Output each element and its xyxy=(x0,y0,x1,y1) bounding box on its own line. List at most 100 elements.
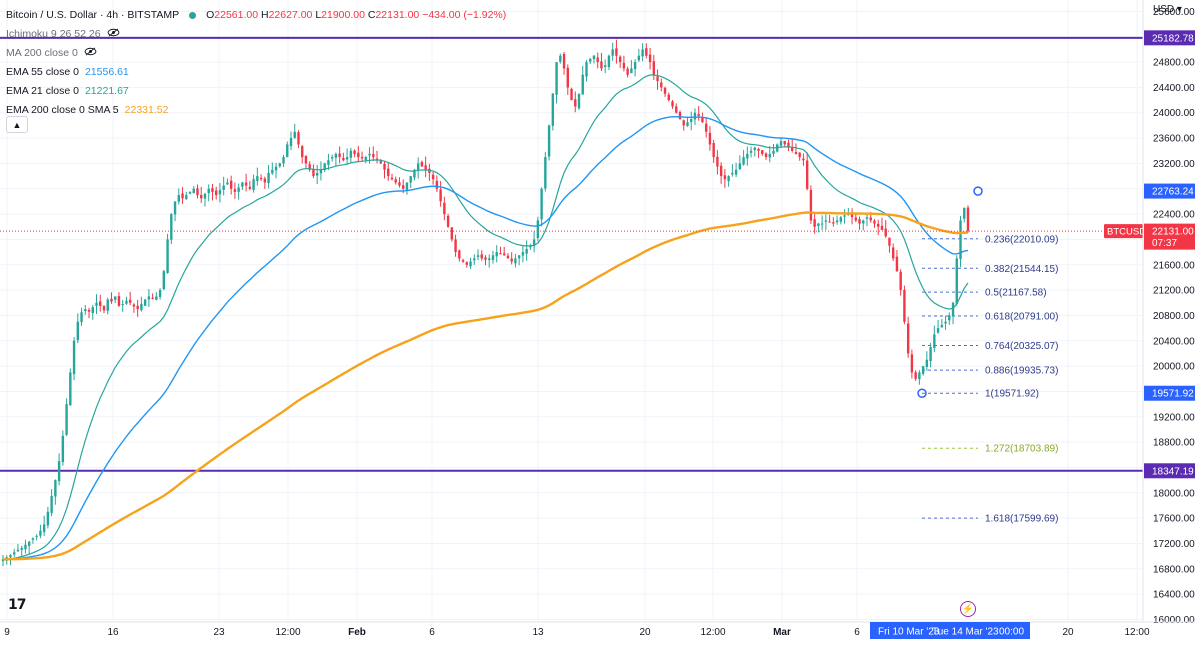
time-tick-label: Feb xyxy=(348,627,366,638)
candle xyxy=(671,101,674,107)
candle xyxy=(170,214,173,240)
candle xyxy=(574,99,577,107)
ema-lines xyxy=(2,74,969,561)
candle xyxy=(884,228,887,237)
range-time-label: 00:00 xyxy=(999,627,1024,638)
candle xyxy=(469,261,472,267)
candle xyxy=(753,147,757,151)
candle xyxy=(697,114,700,116)
candle xyxy=(802,158,805,161)
currency-selector[interactable]: USD ▾ xyxy=(1153,4,1182,15)
candle xyxy=(353,150,356,154)
time-tick-label: 12:00 xyxy=(700,627,725,638)
candle xyxy=(925,359,929,367)
time-axis[interactable]: 9 16 23 12:00 Feb 6 13 20 12:00 Mar 6 20 12:00 Fri 10… xyxy=(0,621,1195,645)
candle xyxy=(529,245,532,248)
horizontal-levels[interactable] xyxy=(0,36,1143,472)
candle xyxy=(24,544,27,550)
candle xyxy=(921,366,925,374)
eye-off-icon[interactable] xyxy=(84,44,97,63)
candle xyxy=(663,87,667,94)
indicator-name: EMA 55 close 0 xyxy=(6,66,79,78)
indicator-row[interactable]: EMA 21 close 0 21221.67 xyxy=(6,82,506,101)
candle xyxy=(899,271,902,291)
candle xyxy=(712,143,715,158)
fibonacci-retracement[interactable]: 0.236(22010.09) 0.382(21544.15) 0.5(21167.… xyxy=(917,186,1058,525)
axis-tag-text: 19571.92 xyxy=(1152,389,1194,400)
lightning-icon[interactable]: ⚡ xyxy=(960,601,976,617)
candle xyxy=(162,271,166,289)
candle xyxy=(196,188,199,196)
price-tick-label: 21600.00 xyxy=(1153,260,1195,271)
time-tick-label: 13 xyxy=(532,627,544,638)
candle xyxy=(476,255,480,257)
candle xyxy=(181,193,184,199)
indicator-row[interactable]: EMA 55 close 0 21556.61 xyxy=(6,63,506,82)
candle xyxy=(813,219,816,227)
candle xyxy=(357,152,360,158)
candle xyxy=(50,495,53,514)
indicator-value: 21556.61 xyxy=(84,66,129,78)
candle xyxy=(140,304,143,311)
price-tick-label: 21200.00 xyxy=(1153,286,1195,297)
symbol-row[interactable]: Bitcoin / U.S. Dollar · 4h · BITSTAMP O2… xyxy=(6,6,506,25)
candle xyxy=(731,172,734,175)
candle xyxy=(99,301,102,306)
candle xyxy=(495,252,498,257)
indicator-row[interactable]: EMA 200 close 0 SMA 5 22331.52 xyxy=(6,101,506,120)
candle xyxy=(229,180,233,189)
candle xyxy=(603,65,607,67)
candle xyxy=(570,88,573,101)
indicator-row[interactable]: MA 200 close 0 xyxy=(6,44,506,63)
candle xyxy=(929,347,932,362)
candle xyxy=(244,182,248,186)
candle xyxy=(555,62,558,95)
ema-55-line xyxy=(2,115,969,560)
candle xyxy=(701,116,704,123)
candle xyxy=(218,190,222,195)
candle xyxy=(16,549,20,552)
tradingview-logo-icon[interactable]: 17 xyxy=(8,597,27,613)
candle xyxy=(461,260,465,262)
time-tick-label: 23 xyxy=(213,627,225,638)
chart-grid xyxy=(0,0,1143,622)
axis-tag-text: 22763.24 xyxy=(1152,187,1194,198)
candle xyxy=(716,156,719,167)
candle xyxy=(312,168,315,177)
candle xyxy=(532,239,536,247)
candle xyxy=(600,61,603,69)
candle xyxy=(387,168,390,177)
indicator-name: Ichimoku 9 26 52 26 xyxy=(6,28,101,40)
fib-level-label: 1.618(17599.69) xyxy=(985,514,1058,525)
candle xyxy=(286,144,289,158)
candle xyxy=(289,138,293,147)
candle xyxy=(484,257,487,260)
candle xyxy=(963,207,966,219)
price-axis[interactable]: 25600.0025200.0024800.0024400.0024000.00… xyxy=(1142,0,1195,645)
indicator-row[interactable]: Ichimoku 9 26 52 26 xyxy=(6,25,506,44)
candle xyxy=(248,186,252,189)
candle xyxy=(854,217,857,221)
candle xyxy=(465,262,468,265)
candle xyxy=(562,54,566,69)
candle xyxy=(704,123,708,132)
symbol-title[interactable]: Bitcoin / U.S. Dollar · 4h · BITSTAMP xyxy=(6,9,180,21)
candle xyxy=(185,195,188,200)
price-tick-label: 16400.00 xyxy=(1153,590,1195,601)
candle xyxy=(360,156,364,159)
axis-bg xyxy=(1143,0,1195,645)
candle xyxy=(858,219,861,224)
candle xyxy=(46,511,50,526)
price-tick-label: 20400.00 xyxy=(1153,336,1195,347)
chevron-up-icon[interactable]: ▲ xyxy=(6,116,28,133)
candle xyxy=(106,299,109,311)
candle xyxy=(910,354,914,373)
candle xyxy=(903,289,906,322)
candle xyxy=(237,187,240,192)
time-tick-label: 20 xyxy=(1062,627,1074,638)
eye-off-icon[interactable] xyxy=(107,25,120,44)
candle xyxy=(214,190,218,196)
candle xyxy=(136,305,139,310)
